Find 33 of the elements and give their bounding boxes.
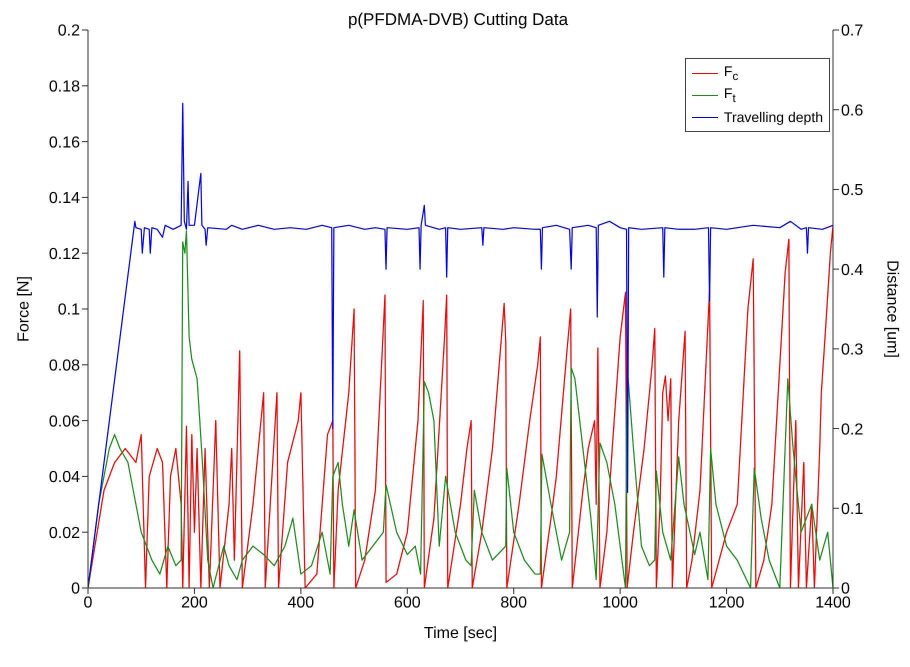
y-tick-label: 0	[71, 580, 80, 598]
y-tick-label: 0.02	[48, 524, 80, 542]
y2-tick-label: 0.4	[841, 262, 864, 279]
y-tick-label: 0.2	[58, 22, 80, 40]
x-tick-label: 400	[288, 594, 314, 612]
y2-axis-title: Distance [um]	[883, 260, 900, 358]
chart-title: p(PFDMA-DVB) Cutting Data	[348, 10, 568, 29]
y-tick-label: 0.14	[48, 190, 80, 208]
legend-label: Travelling depth	[724, 109, 823, 125]
y-tick-label: 0.18	[48, 78, 80, 96]
y2-tick-label: 0.7	[841, 22, 864, 40]
y2-tick-label: 0.3	[841, 342, 864, 359]
legend-label: F$_{c}$	[724, 63, 738, 83]
y2-tick-label: 0.2	[841, 421, 864, 438]
y-tick-label: 0.16	[48, 134, 80, 152]
x-tick-label: 600	[394, 594, 421, 612]
y-axis-title: Force [N]	[16, 276, 33, 342]
x-tick-label: 800	[500, 594, 528, 612]
y-tick-label: 0.04	[48, 469, 80, 486]
x-axis-title: Time [sec]	[424, 625, 498, 642]
x-tick-label: 1000	[602, 594, 638, 612]
y-tick-label: 0.06	[48, 413, 80, 430]
y-tick-label: 0.12	[48, 246, 80, 263]
legend-label: F$_{t}$	[724, 85, 736, 105]
x-tick-label: 200	[181, 594, 208, 612]
y2-tick-label: 0.6	[841, 102, 864, 120]
x-tick-label: 0	[84, 594, 93, 612]
x-tick-label: 1400	[815, 594, 851, 612]
y2-tick-label: 0.1	[841, 500, 864, 518]
y-tick-label: 0.1	[58, 302, 80, 319]
y-tick-label: 0.08	[48, 357, 80, 374]
x-tick-label: 1200	[708, 594, 744, 612]
y2-tick-label: 0.5	[841, 182, 864, 200]
